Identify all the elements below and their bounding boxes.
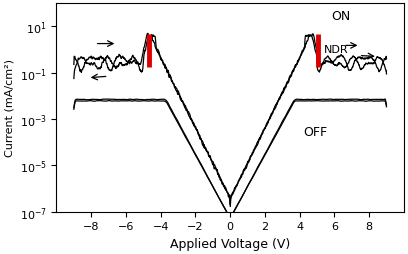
Text: NDR: NDR — [324, 45, 348, 55]
Text: ON: ON — [331, 10, 350, 23]
X-axis label: Applied Voltage (V): Applied Voltage (V) — [170, 237, 290, 250]
Y-axis label: Current (mA/cm²): Current (mA/cm²) — [4, 59, 14, 157]
Text: OFF: OFF — [303, 125, 327, 138]
